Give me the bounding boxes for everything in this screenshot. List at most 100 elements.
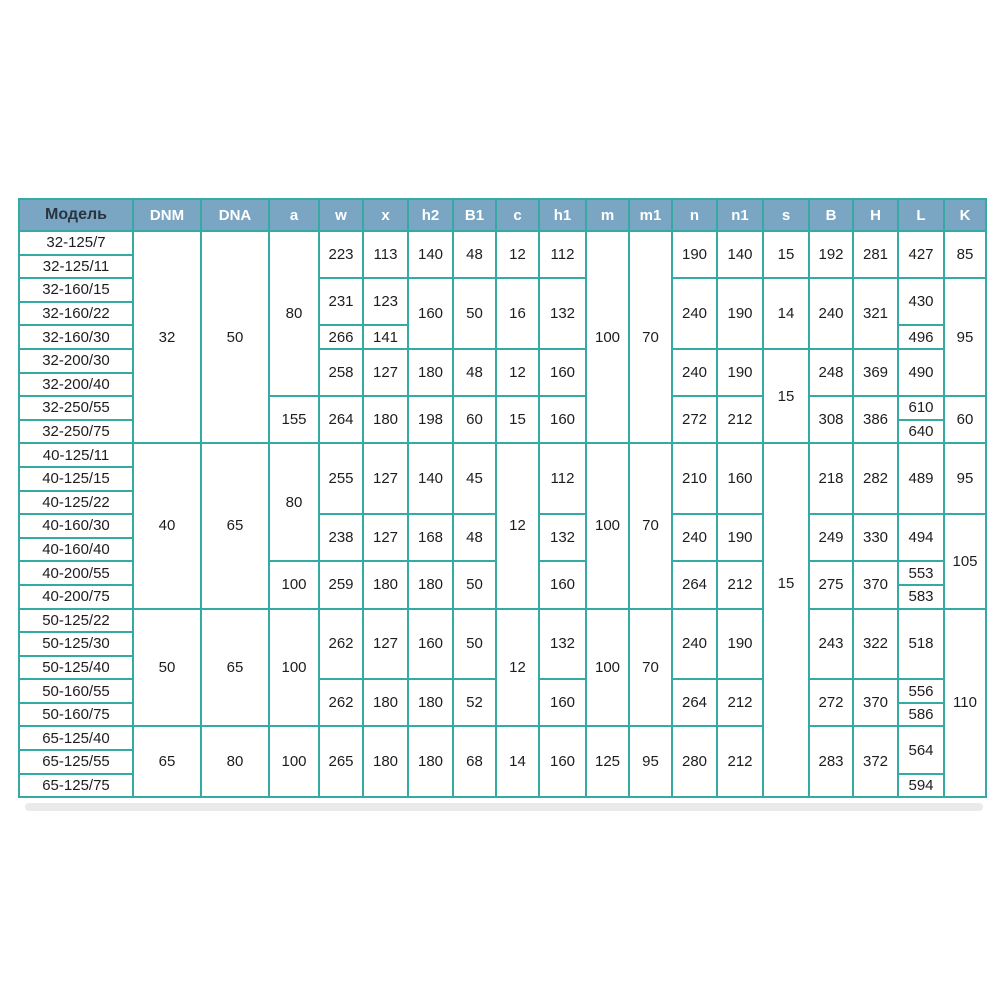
cell-b: 243 <box>808 607 854 681</box>
cell-c: 15 <box>495 395 540 445</box>
cell-h: 330 <box>852 513 899 563</box>
cell-n: 240 <box>671 277 718 350</box>
cell-dna: 65 <box>200 607 270 728</box>
cell-h: 370 <box>852 678 899 728</box>
cell-b1: 45 <box>452 442 497 516</box>
cell-h: 372 <box>852 725 899 799</box>
cell-dnm: 65 <box>132 725 202 799</box>
cell-l: 553 <box>897 560 945 586</box>
cell-h1: 160 <box>538 347 587 398</box>
cell-h1: 160 <box>538 725 587 799</box>
cell-w: 259 <box>318 560 364 610</box>
model-cell: 32-160/15 <box>18 277 134 303</box>
cell-dna: 65 <box>200 442 270 610</box>
cell-x: 113 <box>362 229 409 280</box>
cell-n1: 190 <box>716 607 764 681</box>
cell-n: 240 <box>671 347 718 398</box>
model-cell: 40-200/75 <box>18 583 134 610</box>
table-row: 40-200/75 583 <box>18 583 986 610</box>
cell-a: 80 <box>268 229 320 398</box>
model-cell: 65-125/75 <box>18 772 134 799</box>
cell-dna: 80 <box>200 725 270 799</box>
cell-s: 15 <box>762 347 810 445</box>
cell-c: 14 <box>495 725 540 799</box>
table-row: 32-250/75 640 <box>18 418 986 445</box>
scan-shadow <box>25 803 983 811</box>
table-row: 32-160/15 231 123 160 50 16 132 240 190 14 240 321 4… <box>18 277 987 398</box>
model-cell: 32-160/22 <box>18 300 134 327</box>
header-b1: B1 <box>452 198 497 232</box>
table-row: 32-125/11 <box>18 253 986 280</box>
cell-b1: 48 <box>452 513 497 563</box>
model-cell: 40-125/11 <box>18 442 134 468</box>
cell-dnm: 32 <box>132 229 202 445</box>
cell-h1: 160 <box>538 560 587 610</box>
cell-h1: 160 <box>538 395 587 445</box>
header-a: a <box>268 198 320 232</box>
pump-dimensions-table: Модель DNM DNA a w x h2 B1 c h1 m m1 n n1 s B H L K 32-125… <box>18 198 987 799</box>
cell-dna: 50 <box>200 229 270 445</box>
cell-l: 556 <box>897 678 945 704</box>
cell-h: 281 <box>852 229 899 280</box>
cell-l: 610 <box>897 395 945 421</box>
cell-m1: 95 <box>628 725 673 799</box>
cell-h2: 140 <box>407 442 454 516</box>
table-header: Модель DNM DNA a w x h2 B1 c h1 m m1 n n1 s B H L K <box>18 198 987 232</box>
cell-l: 594 <box>897 772 945 799</box>
header-k: K <box>943 198 987 232</box>
model-cell: 32-125/11 <box>18 253 134 280</box>
table-row: 50-125/22 50 65 100 262 127 160 50 12 132 100 70 240… <box>18 607 987 799</box>
header-s: s <box>762 198 810 232</box>
cell-w: 265 <box>318 725 364 799</box>
cell-k: 95 <box>943 277 987 398</box>
cell-x: 123 <box>362 277 409 327</box>
cell-b1: 50 <box>452 277 497 350</box>
cell-b: 218 <box>808 442 854 516</box>
table-row: 40-125/11 40 65 80 255 127 140 45 12 112 100 70 210 1… <box>18 442 987 799</box>
table-row: 40-200/55 100 259 180 180 50 160 264 212 275 370 55… <box>18 560 986 610</box>
cell-n: 210 <box>671 442 718 516</box>
cell-w: 258 <box>318 347 364 398</box>
cell-h1: 112 <box>538 442 587 516</box>
cell-h2: 198 <box>407 395 454 445</box>
header-m: m <box>585 198 630 232</box>
cell-a: 100 <box>268 725 320 799</box>
pump-dimensions-table-wrapper: Модель DNM DNA a w x h2 B1 c h1 m m1 n n1 s B H L K 32-125… <box>18 198 987 799</box>
cell-dnm: 50 <box>132 607 202 728</box>
cell-l: 427 <box>897 229 945 280</box>
table-row: 50-160/75 586 <box>18 701 986 728</box>
cell-l: 489 <box>897 442 945 516</box>
cell-x: 127 <box>362 607 409 681</box>
table-row: 50-160/55 262 180 180 52 160 264 212 272 370 556 <box>18 678 986 728</box>
cell-n1: 190 <box>716 277 764 350</box>
cell-m1: 70 <box>628 442 673 610</box>
model-cell: 50-125/22 <box>18 607 134 634</box>
cell-h1: 132 <box>538 513 587 563</box>
header-l: L <box>897 198 945 232</box>
cell-n: 240 <box>671 607 718 681</box>
cell-b1: 60 <box>452 395 497 445</box>
cell-n1: 190 <box>716 347 764 398</box>
cell-m: 100 <box>585 442 630 610</box>
header-w: w <box>318 198 364 232</box>
table-row: 40-160/40 <box>18 536 986 563</box>
cell-b: 248 <box>808 347 854 398</box>
cell-n1: 160 <box>716 442 764 516</box>
cell-a: 100 <box>268 607 320 728</box>
cell-w: 231 <box>318 277 364 327</box>
model-cell: 32-200/30 <box>18 347 134 374</box>
model-cell: 50-125/30 <box>18 631 134 657</box>
model-cell: 32-250/55 <box>18 395 134 421</box>
cell-b: 249 <box>808 513 854 563</box>
cell-h: 322 <box>852 607 899 681</box>
model-cell: 40-125/15 <box>18 465 134 492</box>
cell-h: 370 <box>852 560 899 610</box>
cell-w: 262 <box>318 607 364 681</box>
cell-b: 308 <box>808 395 854 445</box>
cell-w: 262 <box>318 678 364 728</box>
table-row: 32-160/30 266 141 496 <box>18 324 986 350</box>
header-dna: DNA <box>200 198 270 232</box>
cell-k: 60 <box>943 395 987 445</box>
cell-h: 321 <box>852 277 899 350</box>
cell-w: 238 <box>318 513 364 563</box>
